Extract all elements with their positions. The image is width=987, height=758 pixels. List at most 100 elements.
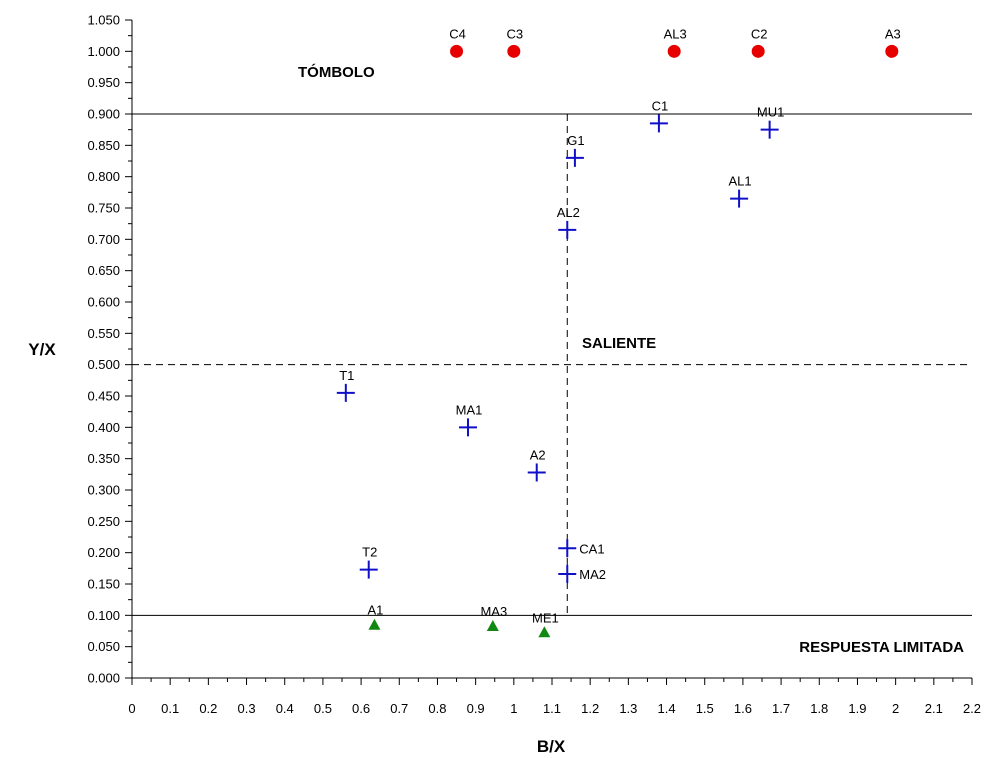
y-tick-label: 0.150 xyxy=(87,577,120,592)
x-tick-label: 0.4 xyxy=(276,701,294,716)
y-tick-label: 0.100 xyxy=(87,608,120,623)
point-label: MA1 xyxy=(456,402,483,417)
point-label: C1 xyxy=(652,98,669,113)
x-tick-label: 1.5 xyxy=(696,701,714,716)
x-tick-label: 1.1 xyxy=(543,701,561,716)
x-tick-label: 1.2 xyxy=(581,701,599,716)
reference-lines xyxy=(132,113,972,616)
data-point-c1: C1 xyxy=(649,98,669,133)
data-point-ma2: MA2 xyxy=(558,564,606,583)
y-tick-label: 0.250 xyxy=(87,514,120,529)
y-tick-label: 1.050 xyxy=(87,13,120,28)
y-tick-label: 0.600 xyxy=(87,295,120,310)
point-label: G1 xyxy=(567,133,584,148)
data-point-ma3: MA3 xyxy=(480,604,507,631)
x-tick-label: 0.5 xyxy=(314,701,332,716)
x-tick-label: 1.9 xyxy=(848,701,866,716)
data-point-al3: AL3 xyxy=(664,26,687,58)
y-tick-label: 0.650 xyxy=(87,263,120,278)
point-label: A3 xyxy=(885,26,901,41)
circle-marker xyxy=(450,44,464,58)
y-tick-label: 0.800 xyxy=(87,169,120,184)
y-tick-label: 0.400 xyxy=(87,420,120,435)
point-label: T2 xyxy=(362,545,377,560)
x-tick-label: 2 xyxy=(892,701,899,716)
data-point-a3: A3 xyxy=(885,26,901,58)
x-tick-label: 1.4 xyxy=(658,701,676,716)
triangle-marker xyxy=(486,619,499,631)
x-tick-label: 2.2 xyxy=(963,701,981,716)
y-tick-label: 0.000 xyxy=(87,671,120,686)
circle-marker xyxy=(751,44,765,58)
data-point-c2: C2 xyxy=(751,26,768,58)
point-label: T1 xyxy=(339,368,354,383)
y-tick-label: 0.450 xyxy=(87,389,120,404)
point-label: C2 xyxy=(751,26,768,41)
region-label-saliente: SALIENTE xyxy=(582,335,656,352)
y-tick-label: 0.500 xyxy=(87,357,120,372)
y-tick-label: 0.700 xyxy=(87,232,120,247)
point-label: AL2 xyxy=(557,205,580,220)
point-label: ME1 xyxy=(532,610,559,625)
point-label: A2 xyxy=(530,447,546,462)
point-label: MA3 xyxy=(480,604,507,619)
data-point-t1: T1 xyxy=(336,368,355,402)
x-tick-label: 0.7 xyxy=(390,701,408,716)
data-point-c4: C4 xyxy=(449,26,466,58)
x-tick-label: 1 xyxy=(510,701,517,716)
point-label: AL3 xyxy=(664,26,687,41)
x-tick-label: 0 xyxy=(128,701,135,716)
data-point-al1: AL1 xyxy=(729,174,752,208)
x-tick-label: 1.3 xyxy=(619,701,637,716)
data-point-c3: C3 xyxy=(507,26,524,58)
x-tick-label: 0.9 xyxy=(467,701,485,716)
point-label: AL1 xyxy=(729,174,752,189)
data-point-al2: AL2 xyxy=(557,205,580,239)
x-axis-ticks: 0 0.1 0.2 0.3 0.4 0.5 0.6 0.7 0.8 0.9 1 1.1 1.2 1.3 1.… xyxy=(128,678,981,716)
x-axis-title: B/X xyxy=(537,737,566,756)
point-label: MU1 xyxy=(757,105,784,120)
data-point-ma1: MA1 xyxy=(456,402,483,437)
data-point-mu1: MU1 xyxy=(757,105,784,139)
y-tick-label: 0.900 xyxy=(87,107,120,122)
region-label-tombolo: TÓMBOLO xyxy=(298,63,375,81)
x-tick-label: 0.8 xyxy=(428,701,446,716)
y-axis-ticks: 0.000 0.050 0.100 0.150 0.200 0.250 0.300 0.350… xyxy=(87,13,132,686)
y-tick-label: 0.300 xyxy=(87,483,120,498)
data-point-ca1: CA1 xyxy=(558,539,605,558)
triangle-marker xyxy=(368,618,381,630)
x-tick-label: 0.6 xyxy=(352,701,370,716)
circle-marker xyxy=(667,44,681,58)
point-label: C3 xyxy=(507,26,524,41)
x-tick-label: 1.7 xyxy=(772,701,790,716)
point-label: MA2 xyxy=(579,567,606,582)
x-tick-label: 1.6 xyxy=(734,701,752,716)
y-tick-label: 0.850 xyxy=(87,138,120,153)
circle-marker xyxy=(885,44,899,58)
triangle-marker xyxy=(538,626,551,638)
y-axis-title: Y/X xyxy=(28,340,56,359)
y-tick-label: 0.950 xyxy=(87,75,120,90)
region-label-respuesta-limitada: RESPUESTA LIMITADA xyxy=(799,639,964,656)
x-tick-label: 0.1 xyxy=(161,701,179,716)
y-tick-label: 0.050 xyxy=(87,639,120,654)
point-label: C4 xyxy=(449,26,466,41)
data-point-me1: ME1 xyxy=(532,610,559,638)
data-points: C4 C3 AL3 C2 A3 C1 MU1 G1 AL1 AL2 T1 MA1 A2 CA1 T2 MA2 A… xyxy=(336,26,901,638)
x-tick-label: 1.8 xyxy=(810,701,828,716)
y-tick-label: 0.200 xyxy=(87,545,120,560)
data-point-a1: A1 xyxy=(368,603,384,630)
y-tick-label: 1.000 xyxy=(87,44,120,59)
y-tick-label: 0.750 xyxy=(87,201,120,216)
y-tick-label: 0.350 xyxy=(87,451,120,466)
x-tick-label: 2.1 xyxy=(925,701,943,716)
point-label: A1 xyxy=(368,603,384,618)
y-tick-label: 0.550 xyxy=(87,326,120,341)
data-point-a2: A2 xyxy=(527,447,546,482)
x-tick-label: 0.3 xyxy=(238,701,256,716)
data-point-t2: T2 xyxy=(359,545,378,579)
point-label: CA1 xyxy=(579,541,604,556)
data-point-g1: G1 xyxy=(565,133,585,167)
axes xyxy=(131,20,972,679)
